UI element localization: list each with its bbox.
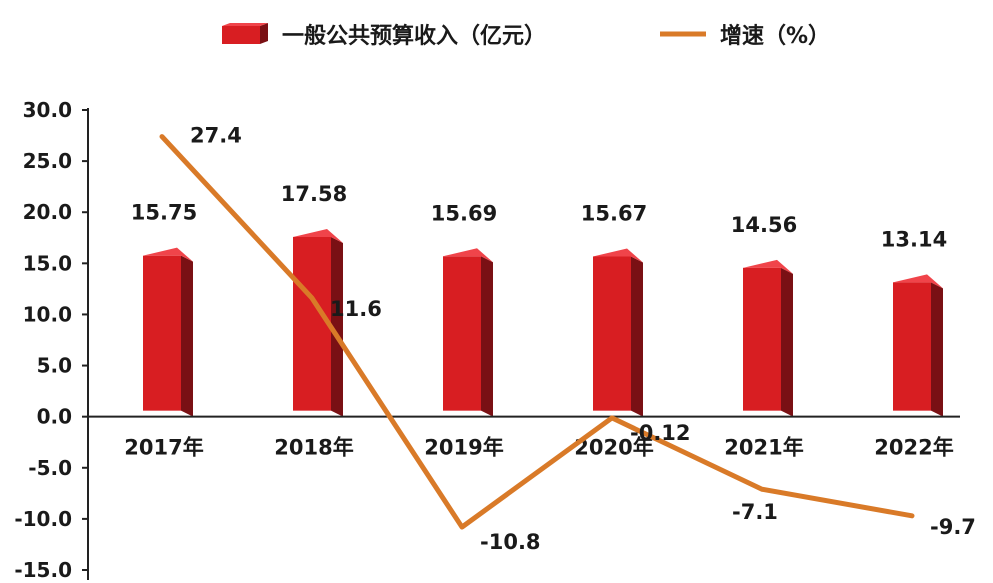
- line-value-label: 27.4: [190, 124, 242, 148]
- y-tick-label: -10.0: [14, 507, 72, 531]
- y-tick-label: 20.0: [23, 200, 72, 224]
- y-tick-label: 10.0: [23, 302, 72, 326]
- bar-legend-swatch: [222, 23, 268, 44]
- bar-top: [143, 247, 193, 262]
- bar-side: [781, 267, 793, 417]
- line-value-label: 11.6: [330, 297, 382, 321]
- bar-side: [931, 282, 943, 417]
- y-tick-label: -5.0: [28, 456, 72, 480]
- bar-side: [331, 236, 343, 417]
- bar-top: [293, 228, 343, 243]
- y-tick-label: 15.0: [23, 251, 72, 275]
- bar-top: [593, 248, 643, 263]
- line-legend-swatch: [660, 31, 706, 37]
- x-tick-label: 2017年: [124, 436, 203, 460]
- legend-item-bar: 一般公共预算收入（亿元）: [218, 14, 546, 54]
- bar: [443, 256, 481, 411]
- line-value-label: -7.1: [732, 500, 778, 524]
- bar-side: [481, 256, 493, 417]
- x-tick-label: 2019年: [424, 436, 503, 460]
- y-tick-label: -15.0: [14, 558, 72, 582]
- bar-top: [743, 259, 793, 274]
- x-tick-label: 2018年: [274, 436, 353, 460]
- bar-value-label: 15.67: [581, 201, 647, 225]
- growth-line: [159, 134, 915, 530]
- line-value-label: -10.8: [480, 530, 541, 554]
- bar: [293, 236, 331, 411]
- legend-line-label: 增速（%）: [720, 24, 831, 49]
- x-tick-label: 2021年: [724, 436, 803, 460]
- line-value-label: -0.12: [630, 421, 691, 445]
- bar-value-label: 15.75: [131, 201, 197, 225]
- bar: [743, 267, 781, 411]
- y-tick-label: 0.0: [37, 405, 72, 429]
- y-tick-label: 30.0: [23, 98, 72, 122]
- legend: 一般公共预算收入（亿元） 增速（%）: [0, 14, 993, 54]
- bar-value-label: 17.58: [281, 182, 347, 206]
- bar-value-label: 14.56: [731, 213, 797, 237]
- x-tick-label: 2022年: [874, 436, 953, 460]
- legend-item-line: 增速（%）: [658, 14, 830, 54]
- line-value-label: -9.7: [930, 515, 976, 539]
- y-tick-label: 25.0: [23, 149, 72, 173]
- bar-side: [631, 256, 643, 417]
- bar: [143, 255, 181, 411]
- bar-side: [181, 255, 193, 417]
- bar: [893, 282, 931, 411]
- bar: [593, 256, 631, 411]
- legend-bar-label: 一般公共预算收入（亿元）: [282, 24, 547, 49]
- y-tick-label: 5.0: [37, 354, 72, 378]
- x-tick-label: 2020年: [574, 436, 653, 460]
- bar-value-label: 13.14: [881, 227, 947, 251]
- bar-value-label: 15.69: [431, 201, 497, 225]
- bar-top: [893, 274, 943, 289]
- bar-top: [443, 248, 493, 263]
